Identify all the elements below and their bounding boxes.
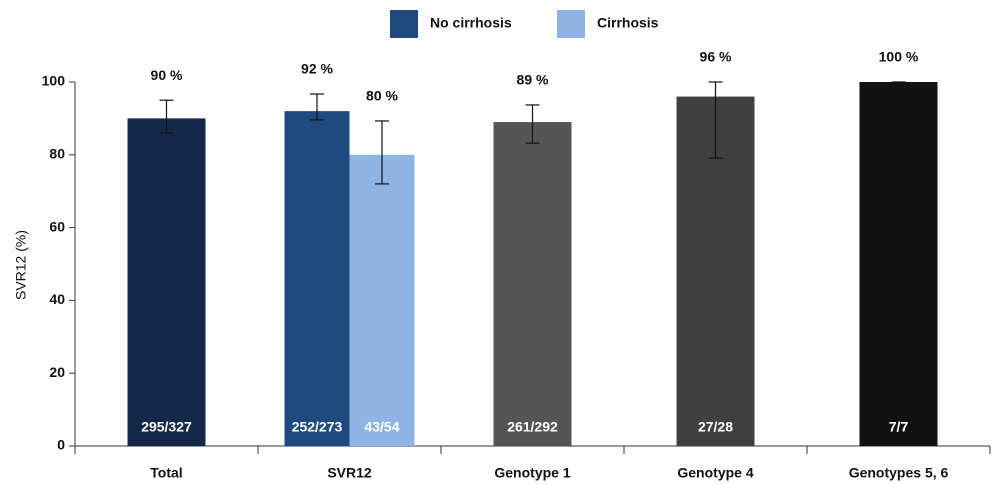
legend-label: No cirrhosis [430, 15, 512, 31]
count-label: 261/292 [507, 419, 558, 435]
bar [127, 118, 206, 447]
value-label: 100 % [879, 49, 919, 65]
value-label: 80 % [366, 88, 398, 104]
y-tick-label: 0 [57, 437, 65, 453]
bar [493, 122, 572, 446]
y-axis-label: SVR12 (%) [13, 230, 29, 300]
count-label: 27/28 [698, 419, 733, 435]
x-tick-label: Genotype 4 [677, 465, 753, 481]
count-label: 43/54 [364, 419, 399, 435]
value-label: 96 % [700, 49, 732, 65]
bar [284, 111, 350, 447]
legend-label: Cirrhosis [597, 15, 659, 31]
legend-swatch [557, 10, 585, 38]
value-label: 89 % [517, 72, 549, 88]
count-label: 252/273 [292, 419, 343, 435]
x-tick-label: SVR12 [327, 465, 372, 481]
count-label: 7/7 [889, 419, 909, 435]
y-tick-label: 100 [42, 73, 66, 89]
y-tick-label: 40 [49, 291, 65, 307]
x-tick-label: Genotypes 5, 6 [849, 465, 949, 481]
bar [349, 154, 415, 447]
y-tick-label: 80 [49, 146, 65, 162]
value-label: 92 % [301, 61, 333, 77]
count-label: 295/327 [141, 419, 192, 435]
y-tick-label: 20 [49, 364, 65, 380]
value-label: 90 % [151, 67, 183, 83]
x-tick-label: Total [150, 465, 182, 481]
y-tick-label: 60 [49, 218, 65, 234]
legend-swatch [390, 10, 418, 38]
x-tick-label: Genotype 1 [494, 465, 570, 481]
